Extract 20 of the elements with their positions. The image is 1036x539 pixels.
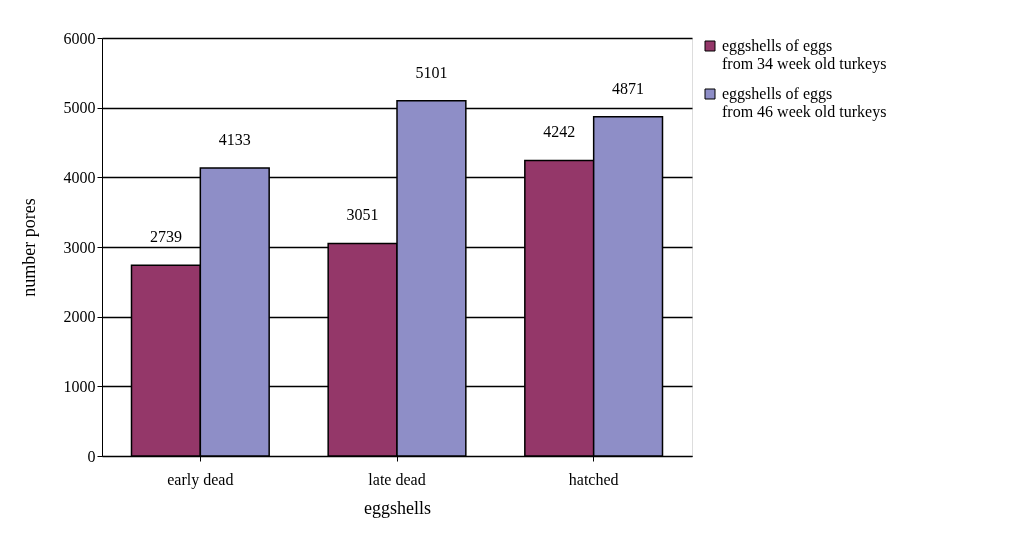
y-tick-label: 4000	[63, 168, 96, 186]
y-tick-label: 3000	[63, 238, 96, 256]
legend-label: eggshells of eggs from 46 week old turkeys	[722, 85, 887, 121]
x-tick-label: late dead	[368, 470, 426, 488]
data-label: 2739	[149, 228, 182, 246]
data-label: 4242	[543, 123, 576, 141]
y-tick-label: 6000	[63, 29, 96, 47]
x-axis-title: eggshells	[364, 497, 431, 518]
y-axis-title: number pores	[18, 198, 39, 297]
x-tick-label: hatched	[568, 470, 619, 488]
data-label: 4133	[218, 131, 251, 149]
legend-label: eggshells of eggs from 34 week old turkeys	[722, 37, 887, 73]
y-tick-label: 5000	[63, 99, 96, 117]
y-tick-label: 2000	[63, 308, 96, 326]
y-tick-label: 1000	[63, 377, 96, 395]
x-tick-label: early dead	[167, 470, 234, 489]
data-label: 4871	[612, 79, 645, 97]
data-label: 3051	[346, 206, 379, 224]
y-tick-label: 0	[87, 447, 96, 465]
data-label: 5101	[415, 63, 448, 81]
